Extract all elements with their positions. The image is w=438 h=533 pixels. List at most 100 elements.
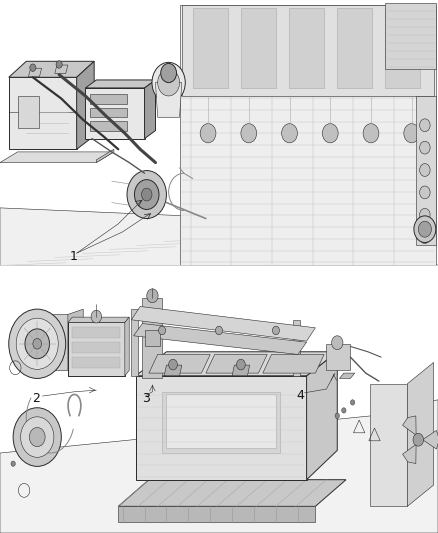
Polygon shape [385, 8, 420, 88]
Polygon shape [55, 65, 68, 74]
Circle shape [420, 141, 430, 154]
Polygon shape [164, 365, 182, 376]
Polygon shape [403, 416, 416, 435]
Polygon shape [206, 354, 267, 373]
Polygon shape [0, 400, 438, 533]
Polygon shape [125, 317, 129, 376]
Circle shape [141, 188, 152, 201]
Circle shape [420, 231, 430, 244]
Circle shape [29, 427, 45, 447]
Polygon shape [9, 77, 77, 149]
Polygon shape [131, 306, 315, 341]
Circle shape [9, 309, 66, 378]
Polygon shape [149, 354, 210, 373]
Text: 2: 2 [32, 392, 40, 405]
Circle shape [332, 336, 343, 350]
Circle shape [56, 61, 62, 68]
Text: 3: 3 [142, 392, 150, 405]
Polygon shape [136, 352, 337, 376]
Polygon shape [77, 61, 94, 149]
Polygon shape [180, 5, 436, 265]
Polygon shape [0, 208, 438, 265]
Circle shape [322, 124, 338, 143]
Polygon shape [72, 342, 120, 353]
Circle shape [25, 329, 49, 359]
Polygon shape [0, 152, 114, 163]
Polygon shape [85, 80, 155, 88]
Polygon shape [193, 8, 228, 88]
Circle shape [404, 124, 420, 143]
Polygon shape [423, 430, 438, 449]
Circle shape [127, 171, 166, 219]
Circle shape [200, 124, 216, 143]
Circle shape [350, 400, 355, 405]
Polygon shape [241, 8, 276, 88]
Polygon shape [326, 344, 350, 370]
Polygon shape [90, 108, 127, 117]
Polygon shape [136, 376, 307, 480]
Polygon shape [370, 384, 407, 506]
Circle shape [161, 63, 177, 83]
Polygon shape [289, 8, 324, 88]
Circle shape [158, 69, 180, 96]
Polygon shape [72, 357, 120, 368]
Polygon shape [68, 309, 83, 370]
Polygon shape [142, 298, 162, 378]
Circle shape [272, 326, 279, 335]
Circle shape [152, 62, 185, 103]
Polygon shape [72, 327, 120, 338]
Polygon shape [403, 445, 416, 464]
Circle shape [169, 359, 177, 370]
Polygon shape [90, 121, 127, 131]
Polygon shape [145, 80, 155, 139]
Polygon shape [232, 365, 250, 376]
Polygon shape [131, 309, 138, 376]
Circle shape [363, 124, 379, 143]
Circle shape [13, 408, 61, 466]
Circle shape [420, 164, 430, 176]
Circle shape [33, 338, 42, 349]
Polygon shape [134, 324, 307, 354]
Polygon shape [145, 330, 160, 346]
Polygon shape [18, 96, 39, 128]
Polygon shape [118, 480, 346, 506]
Circle shape [237, 359, 245, 370]
Polygon shape [416, 96, 436, 245]
Circle shape [241, 124, 257, 143]
Polygon shape [166, 394, 276, 448]
Polygon shape [85, 88, 145, 139]
Polygon shape [293, 320, 300, 376]
Polygon shape [339, 373, 355, 378]
Polygon shape [68, 317, 129, 322]
Circle shape [215, 326, 223, 335]
Polygon shape [263, 354, 324, 373]
Circle shape [147, 289, 158, 303]
Circle shape [11, 461, 15, 466]
Circle shape [420, 119, 430, 132]
Polygon shape [68, 322, 125, 376]
Circle shape [282, 124, 297, 143]
Circle shape [420, 186, 430, 199]
Circle shape [30, 64, 36, 71]
Circle shape [413, 433, 424, 446]
Text: 4: 4 [296, 389, 304, 402]
Circle shape [159, 326, 166, 335]
Circle shape [418, 221, 431, 237]
Circle shape [335, 413, 339, 418]
Polygon shape [0, 0, 438, 265]
Polygon shape [0, 265, 438, 533]
Polygon shape [155, 83, 182, 117]
Polygon shape [182, 5, 434, 96]
Circle shape [134, 180, 159, 209]
Circle shape [342, 408, 346, 413]
Circle shape [91, 310, 102, 323]
Polygon shape [39, 314, 68, 370]
Polygon shape [162, 392, 280, 453]
Circle shape [414, 216, 436, 243]
Polygon shape [9, 61, 94, 77]
Circle shape [21, 417, 54, 457]
Circle shape [420, 208, 430, 221]
Polygon shape [28, 68, 42, 77]
Polygon shape [337, 8, 372, 88]
Polygon shape [90, 94, 127, 104]
